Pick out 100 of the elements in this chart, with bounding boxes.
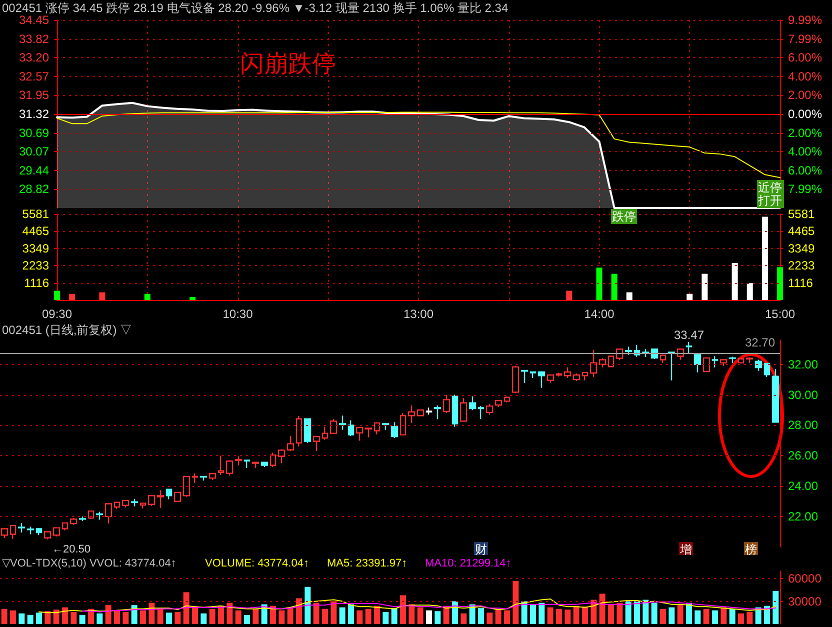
y-tick-label: 30.07 [18, 144, 50, 159]
bar [190, 296, 196, 300]
candlestick [62, 522, 68, 531]
candlestick [668, 352, 676, 381]
y2-tick-label: 2.00% [788, 88, 822, 102]
bar [36, 612, 42, 624]
annotation: 跌停 [612, 210, 636, 224]
candlestick [44, 531, 52, 540]
bar [642, 600, 649, 624]
bar [452, 601, 458, 624]
y2-tick-label: 7.99% [788, 182, 822, 196]
candlestick [348, 420, 354, 436]
candlestick [26, 526, 34, 535]
bar [720, 607, 727, 624]
bar [556, 608, 562, 624]
candlestick [338, 415, 346, 430]
bar [244, 614, 250, 624]
candlestick [382, 422, 390, 430]
bar [702, 274, 708, 300]
candlestick [0, 528, 8, 538]
bar [625, 601, 632, 624]
candlestick [416, 409, 424, 417]
y-tick-label: 32.00 [788, 357, 818, 372]
bar [166, 612, 172, 624]
candlestick [538, 370, 546, 388]
candlestick [712, 356, 718, 368]
bar [62, 607, 68, 624]
candlestick [70, 517, 78, 526]
bar [105, 605, 112, 624]
bar [313, 602, 320, 624]
candlestick [590, 349, 598, 378]
bar [18, 613, 25, 624]
candlestick [322, 426, 328, 440]
candlestick [166, 488, 172, 500]
candlestick [660, 354, 666, 364]
bar [660, 608, 666, 624]
bar [96, 613, 103, 624]
y2-tick-label: 4.00% [788, 69, 822, 84]
bar [729, 608, 736, 624]
y2-tick-label: 4.00% [788, 144, 822, 159]
candlestick [426, 406, 432, 416]
bar [573, 606, 580, 624]
bar [651, 602, 658, 624]
candlestick [408, 404, 416, 424]
x-tick-label: 15:00 [764, 307, 796, 321]
candlestick [356, 426, 364, 442]
bar [611, 274, 618, 300]
candlestick [104, 502, 112, 524]
bar [70, 612, 77, 624]
candlestick [270, 452, 276, 468]
candlestick [686, 341, 692, 354]
bar [626, 292, 632, 300]
bar [538, 602, 545, 624]
bar [209, 608, 216, 624]
x-tick-label: 13:00 [403, 307, 434, 321]
candlestick [728, 356, 736, 364]
bar [391, 608, 398, 624]
bar [777, 267, 783, 300]
candlestick [504, 396, 510, 404]
text: MA10: 21299.14↑ [425, 558, 512, 570]
candlestick [218, 455, 224, 476]
bar [608, 604, 614, 624]
bar [99, 292, 106, 300]
candlestick [10, 524, 16, 540]
candlestick [494, 399, 502, 408]
candlestick [486, 403, 494, 416]
bar [417, 607, 424, 624]
y-tick-label: 31.95 [18, 88, 50, 102]
candlestick [738, 358, 744, 364]
annotation: 财 [475, 542, 487, 556]
y-tick-label: 32.57 [18, 69, 50, 84]
candlestick [754, 359, 762, 372]
candlestick [208, 472, 216, 481]
bar [252, 608, 259, 624]
bar [764, 606, 770, 624]
bar [564, 610, 571, 624]
annotation: 33.47 [674, 328, 704, 342]
ref-line-label: 32.70 [744, 336, 776, 350]
bar [746, 283, 753, 300]
bar [582, 606, 588, 624]
bar [348, 604, 354, 624]
line-series [82, 602, 776, 612]
y-tick-label: 30000 [788, 594, 822, 608]
bar [339, 607, 346, 624]
bar [304, 586, 311, 624]
candlestick [252, 461, 260, 468]
bar [183, 592, 190, 624]
candlestick [148, 494, 156, 507]
candlestick [260, 461, 268, 468]
bar [79, 614, 86, 624]
bar [712, 610, 718, 624]
candlestick [608, 356, 614, 368]
candlestick [88, 510, 94, 520]
candlestick [478, 405, 484, 420]
bar [703, 608, 710, 624]
bar [460, 613, 467, 624]
bar [218, 606, 224, 624]
annotation: ←20.50 [52, 544, 91, 556]
annotation: 增 [679, 542, 692, 556]
line-series [56, 112, 780, 178]
